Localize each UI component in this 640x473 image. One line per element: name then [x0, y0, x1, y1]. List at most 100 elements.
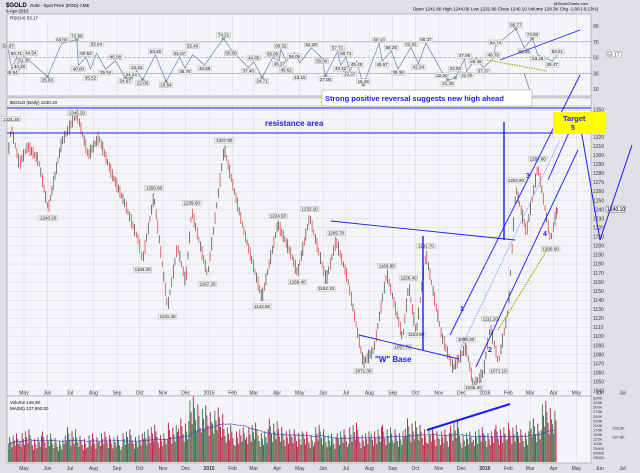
rsi-value-box: [403, 41, 418, 47]
volume-bar: [14, 445, 16, 462]
volume-bar: [549, 408, 551, 462]
volume-bar: [107, 447, 109, 462]
volume-bar: [495, 424, 497, 462]
volume-bar: [240, 435, 242, 462]
volume-bar: [173, 434, 175, 462]
volume-bar: [527, 444, 529, 462]
volume-bar: [34, 438, 36, 462]
rsi-value-label: 60.00: [225, 51, 237, 56]
volume-bar: [267, 429, 269, 462]
volume-bar: [455, 437, 457, 462]
volume-bar: [554, 410, 556, 462]
rsi-value-label: 32.66: [461, 72, 473, 77]
rsi-value-box: [287, 53, 302, 59]
volume-bar: [301, 431, 303, 462]
x-tick-label: Nov: [159, 466, 168, 472]
rsi-tick-label: 30: [593, 71, 599, 77]
x-tick-label-mid: Apr: [273, 391, 281, 397]
volume-bar: [263, 444, 265, 462]
volume-bar: [265, 437, 267, 462]
x-tick-label: Apr: [550, 466, 558, 472]
volume-bar: [382, 424, 384, 462]
volume-bar: [293, 429, 295, 462]
x-tick-label: Feb: [504, 466, 513, 472]
volume-bar: [215, 420, 217, 462]
instrument-name: Gold - Spot Price (EOD) CME: [30, 3, 90, 8]
rsi-value-box: [440, 81, 455, 87]
volume-bar: [521, 435, 523, 462]
price-value-label: 1169.80: [379, 263, 395, 268]
volume-tick-label: 300K: [593, 405, 603, 410]
volume-bar: [20, 446, 22, 462]
volume-bar: [291, 437, 293, 462]
rsi-value-box: [525, 32, 540, 38]
volume-bar: [282, 433, 284, 462]
rsi-value-box: [185, 43, 200, 49]
volume-bar: [43, 436, 45, 462]
price-value-label: 1169.40: [290, 280, 306, 285]
rsi-value-box: [78, 51, 93, 57]
rsi-value-label: 47.95: [459, 53, 471, 58]
volume-bar: [196, 431, 198, 462]
rsi-value-box: [330, 45, 345, 51]
rsi-value-box: [508, 22, 523, 28]
rsi-value-box: [9, 50, 24, 57]
volume-bar: [119, 445, 121, 462]
volume-bar: [393, 442, 395, 462]
volume-bar: [319, 431, 321, 462]
channel-mid: [459, 139, 561, 351]
volume-bar: [86, 448, 88, 462]
volume-bar: [172, 427, 174, 462]
price-value-box: [182, 200, 202, 206]
volume-bar: [486, 446, 488, 462]
volume-bar: [170, 436, 172, 462]
rsi-value-label: 34.29: [14, 64, 26, 69]
x-tick-label: Aug: [365, 466, 374, 472]
x-tick-label-mid: Feb: [228, 391, 237, 397]
volume-bar: [379, 441, 381, 462]
volume-bar: [226, 427, 228, 462]
price-value-label: 1205.70: [328, 231, 345, 236]
rsi-value-label: 50.71: [11, 51, 23, 56]
reversal-callout: [321, 89, 533, 107]
channel-lower: [475, 149, 579, 368]
volume-bar: [323, 429, 325, 462]
volume-bar: [312, 446, 314, 462]
price-value-box: [506, 177, 526, 184]
volume-bar: [419, 424, 421, 462]
volume-bar: [425, 436, 427, 462]
rsi-value-box: [418, 36, 434, 43]
volume-bar: [243, 433, 245, 462]
rsi-value-label: 50.00: [316, 59, 328, 64]
volume-bar: [113, 437, 115, 462]
rsi-value-box: [129, 64, 144, 70]
volume-bar: [152, 433, 153, 462]
volume-bar: [353, 432, 355, 462]
price-last-box: [605, 205, 626, 213]
rsi-value-label: 27.00: [320, 77, 332, 82]
rsi-value-box: [98, 69, 113, 76]
rsi-value-label: 64.74: [490, 40, 502, 45]
volume-bar: [190, 412, 192, 462]
volume-bar: [539, 439, 541, 462]
rsi-value-label: 57.71: [332, 46, 344, 51]
volume-bar: [311, 440, 313, 462]
price-value-label: 1071.30: [355, 369, 372, 374]
volume-bar: [394, 429, 396, 462]
rsi-value-label: 32.00: [436, 73, 448, 78]
volume-bar: [30, 440, 32, 462]
volume-bar: [340, 431, 342, 462]
volume-bar: [387, 436, 389, 462]
volume-bar: [494, 429, 496, 462]
volume-bar: [127, 437, 129, 462]
x-tick-label: Oct: [136, 466, 144, 472]
volume-bar: [399, 433, 401, 462]
volume-bar: [187, 439, 189, 462]
price-tick-label: 1140: [593, 298, 604, 304]
volume-bar: [436, 431, 438, 462]
volume-bar: [222, 413, 224, 462]
price-value-box: [377, 263, 397, 269]
price-tick-label: 1100: [593, 334, 604, 340]
volume-bar: [39, 446, 41, 462]
rsi-tick-label: 10: [593, 87, 599, 93]
